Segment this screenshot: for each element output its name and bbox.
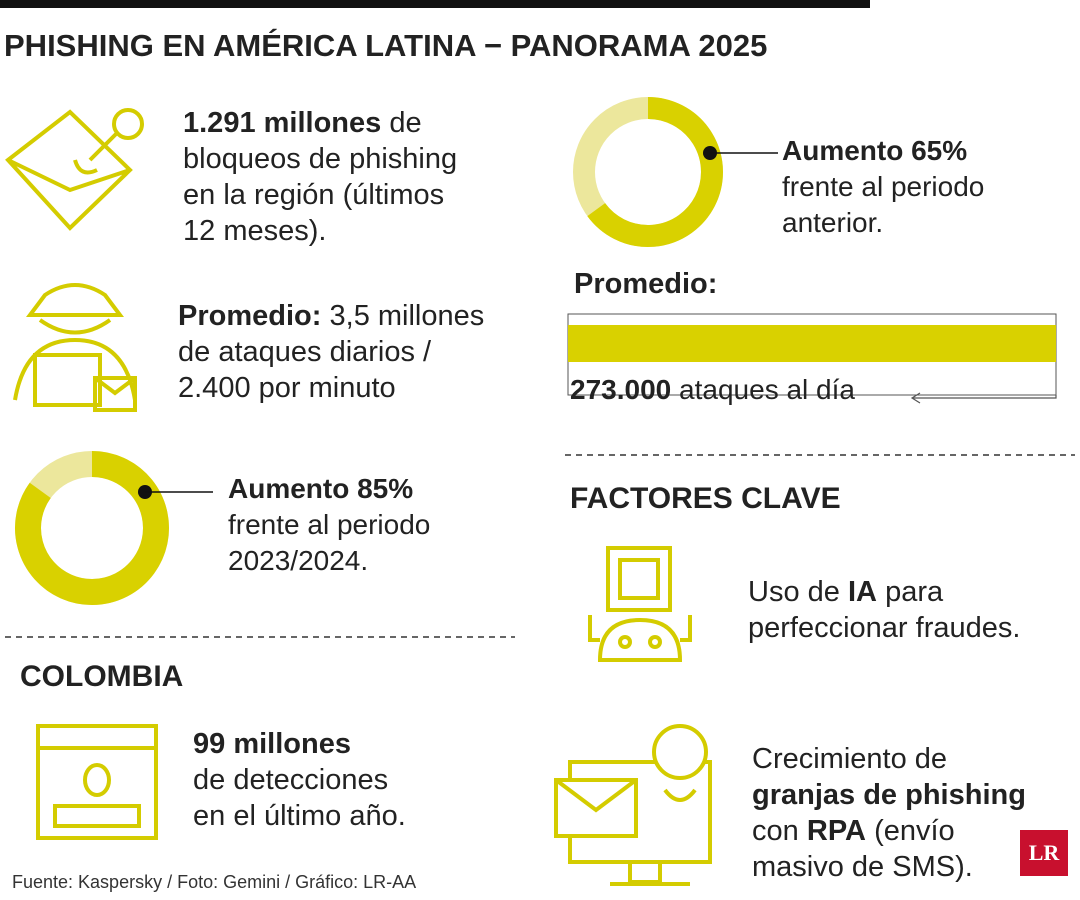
text: bloqueos de phishing [183, 143, 458, 175]
bold-text: Promedio: [178, 300, 322, 332]
text: Uso de [748, 576, 840, 608]
text: de detecciones [193, 764, 389, 796]
text-line: masivo de SMS). [752, 849, 1026, 885]
bold-text: Aumento 85% [228, 473, 414, 504]
text: frente al periodo [782, 171, 985, 202]
text-line: 99 millones [193, 726, 406, 762]
text: anterior. [782, 207, 884, 238]
bold-text: RPA [806, 815, 866, 847]
source: Fuente: Kaspersky / Foto: Gemini / Gráfi… [12, 872, 417, 892]
text-line: Promedio: 3,5 millones [178, 298, 484, 334]
text: frente al periodo [228, 509, 431, 540]
donut-arc [15, 451, 169, 605]
average-text: 273.000 ataques al día [570, 372, 855, 408]
text: Crecimiento de [752, 743, 948, 775]
stat-block: Promedio: 3,5 millones de ataques diarios … [178, 298, 484, 406]
average-label: Promedio: [574, 268, 718, 300]
bold-text: Aumento 65% [782, 135, 968, 166]
text: de ataques diarios / [178, 336, 432, 368]
colombia-title: COLOMBIA [20, 660, 184, 693]
text: con [752, 815, 799, 847]
bold-text: 1.291 millones [183, 107, 382, 139]
text-line: Uso de IA para [748, 574, 1020, 610]
factor: Uso de IA para perfeccionar fraudes. [748, 574, 1020, 646]
phishing-farm-icon [554, 724, 712, 886]
text-line: de ataques diarios / [178, 334, 484, 370]
text-line: Aumento 65% [782, 133, 984, 169]
text-line: en la región (últimos [183, 177, 457, 213]
text-line: 12 meses). [183, 213, 457, 249]
logo: LR [1020, 830, 1068, 876]
text: de [389, 107, 422, 139]
text: (envío [874, 815, 955, 847]
text: 12 meses). [183, 215, 327, 247]
top-bar [0, 0, 870, 8]
text: en el último año. [193, 800, 406, 832]
stat-block: Aumento 65% frente al periodo anterior. [782, 133, 984, 241]
title: PHISHING EN AMÉRICA LATINA − PANORAMA 20… [4, 28, 768, 63]
text-line: de detecciones [193, 762, 406, 798]
text-line: frente al periodo [782, 169, 984, 205]
text: ataques al día [679, 374, 855, 405]
text-line: anterior. [782, 205, 984, 241]
text-line: en el último año. [193, 798, 406, 834]
colombia-text: 99 millones de detecciones en el último añ… [193, 726, 406, 834]
text-line: granjas de phishing [752, 777, 1026, 813]
text: masivo de SMS). [752, 851, 973, 883]
text: para [885, 576, 944, 608]
factor: Crecimiento de granjas de phishing con RPA(… [752, 741, 1026, 885]
text-line: Aumento 85% [228, 471, 430, 507]
bold-text: granjas de phishing [752, 779, 1026, 811]
donut-arc [587, 97, 723, 247]
text: perfeccionar fraudes. [748, 612, 1021, 644]
bold-text: 99 millones [193, 728, 351, 760]
envelope-icon [5, 108, 144, 231]
stat-block: 1.291 millones de bloqueos de phishing en l… [183, 105, 457, 249]
text-line: 1.291 millones de [183, 105, 457, 141]
factors-title: FACTORES CLAVE [570, 482, 841, 515]
text: 3,5 millones [329, 300, 485, 332]
text-line: 2023/2024. [228, 543, 430, 579]
text: 2.400 por minuto [178, 372, 396, 404]
stat-block: Aumento 85% frente al periodo 2023/2024. [228, 471, 430, 579]
hacker-icon [13, 283, 137, 412]
bold-text: 273.000 [570, 374, 672, 405]
text-line: bloqueos de phishing [183, 141, 457, 177]
text-line: perfeccionar fraudes. [748, 610, 1020, 646]
text-line: 2.400 por minuto [178, 370, 484, 406]
text-line: con RPA (envío [752, 813, 1026, 849]
bold-text: IA [848, 576, 877, 608]
text: en la región (últimos [183, 179, 445, 211]
text: 2023/2024. [228, 545, 369, 576]
text-line: frente al periodo [228, 507, 430, 543]
text-line: 273.000 ataques al día [570, 372, 855, 408]
text-line: Crecimiento de [752, 741, 1026, 777]
average-bar [567, 313, 1057, 404]
browser-icon [36, 724, 158, 840]
ai-icon [588, 546, 692, 662]
